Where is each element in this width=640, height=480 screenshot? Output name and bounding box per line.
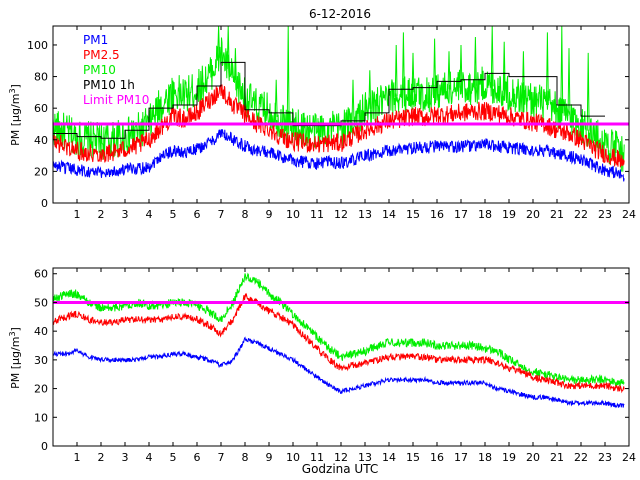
x-tick-label: 3 xyxy=(122,451,129,464)
x-tick-label: 7 xyxy=(218,451,225,464)
x-tick-label: 10 xyxy=(286,451,300,464)
pm10-spike xyxy=(521,51,525,98)
y-tick-label: 40 xyxy=(34,325,48,338)
bot-series-pm1 xyxy=(52,336,625,409)
y-tick-label: 60 xyxy=(34,102,48,115)
y-tick-label: 50 xyxy=(34,296,48,309)
y-tick-label: 100 xyxy=(27,39,48,52)
x-tick-label: 19 xyxy=(502,451,516,464)
x-tick-label: 10 xyxy=(286,208,300,221)
x-tick-label: 5 xyxy=(170,451,177,464)
pm10-spike xyxy=(545,32,549,106)
x-tick-label: 9 xyxy=(266,208,273,221)
pm10-spike xyxy=(567,48,571,117)
x-tick-label: 13 xyxy=(358,208,372,221)
bot-series-pm25 xyxy=(52,292,625,394)
pm10-spike xyxy=(274,79,278,118)
x-tick-label: 8 xyxy=(242,208,249,221)
x-tick-label: 9 xyxy=(266,451,273,464)
bottom-plot-frame xyxy=(52,267,630,447)
x-tick-label: 1 xyxy=(74,208,81,221)
top-series-pm10 xyxy=(52,37,625,172)
x-tick-label: 19 xyxy=(502,208,516,221)
x-tick-label: 15 xyxy=(406,451,420,464)
y-tick-label: 30 xyxy=(34,354,48,367)
x-tick-label: 16 xyxy=(430,451,444,464)
pm10-spike xyxy=(447,51,451,90)
pm10-spike xyxy=(368,70,372,109)
x-tick-label: 21 xyxy=(550,208,564,221)
x-tick-label: 4 xyxy=(146,451,153,464)
bottom-ylabel: PM [μg/m3] xyxy=(8,327,22,389)
top-series-pm1 xyxy=(52,129,625,182)
x-tick-label: 22 xyxy=(574,451,588,464)
top-chart: 1 2 3 4 5 6 7 8 9 10 11 12 13 14 15 16 17 18 19 20 21 22 23 24 … xyxy=(8,25,636,221)
legend-entry-pm10-1h: PM10 1h xyxy=(83,78,135,92)
legend-entry-pm10: PM10 xyxy=(83,63,116,77)
pm10-spike xyxy=(394,44,398,97)
x-tick-label: 11 xyxy=(310,451,324,464)
pm10-spike xyxy=(351,79,355,121)
y-tick-label: 0 xyxy=(41,440,48,453)
pm10-spike xyxy=(233,48,237,83)
x-tick-label: 13 xyxy=(358,451,372,464)
x-tick-label: 7 xyxy=(218,208,225,221)
legend-entry-limit-pm10: Limit PM10 xyxy=(83,93,149,107)
legend-entry-pm2-5: PM2.5 xyxy=(83,48,120,62)
pm10-spike xyxy=(433,38,437,92)
x-tick-label: 4 xyxy=(146,208,153,221)
x-tick-label: 23 xyxy=(598,208,612,221)
x-tick-label: 11 xyxy=(310,208,324,221)
bottom-xlabel: Godzina UTC xyxy=(302,462,378,476)
x-tick-label: 17 xyxy=(454,208,468,221)
x-tick-label: 17 xyxy=(454,451,468,464)
x-tick-label: 8 xyxy=(242,451,249,464)
y-tick-label: 60 xyxy=(34,268,48,281)
x-tick-label: 6 xyxy=(194,451,201,464)
pm10-1h-step-line xyxy=(53,61,605,139)
pm10-spike xyxy=(502,41,506,91)
x-tick-label: 18 xyxy=(478,451,492,464)
y-tick-label: 40 xyxy=(34,134,48,147)
pm10-spike xyxy=(411,52,415,93)
legend-entry-pm1: PM1 xyxy=(83,33,108,47)
x-tick-label: 24 xyxy=(622,208,636,221)
x-tick-label: 1 xyxy=(74,451,81,464)
x-tick-label: 5 xyxy=(170,208,177,221)
x-tick-label: 15 xyxy=(406,208,420,221)
x-tick-label: 2 xyxy=(98,208,105,221)
x-tick-label: 12 xyxy=(334,451,348,464)
pm10-spike xyxy=(286,25,290,125)
x-tick-label: 24 xyxy=(622,451,636,464)
x-tick-label: 2 xyxy=(98,451,105,464)
y-tick-label: 10 xyxy=(34,411,48,424)
chart-title: 6-12-2016 xyxy=(309,7,371,21)
pm10-spike xyxy=(401,32,405,95)
x-tick-label: 12 xyxy=(334,208,348,221)
top-series-pm25 xyxy=(52,84,625,168)
x-tick-label: 20 xyxy=(526,208,540,221)
pm10-spike xyxy=(459,44,463,88)
x-tick-label: 16 xyxy=(430,208,444,221)
top-ylabel: PM [μg/m3] xyxy=(8,84,22,146)
x-tick-label: 23 xyxy=(598,451,612,464)
x-tick-label: 20 xyxy=(526,451,540,464)
x-tick-label: 22 xyxy=(574,208,588,221)
x-tick-label: 14 xyxy=(382,208,396,221)
x-tick-label: 6 xyxy=(194,208,201,221)
pm10-spike xyxy=(586,52,590,131)
bot-series-pm10 xyxy=(52,272,625,387)
y-tick-label: 20 xyxy=(34,383,48,396)
y-tick-label: 80 xyxy=(34,71,48,84)
pm10-spike xyxy=(473,37,477,86)
x-tick-label: 21 xyxy=(550,451,564,464)
y-tick-label: 0 xyxy=(41,197,48,210)
x-tick-label: 18 xyxy=(478,208,492,221)
bottom-chart: 1 2 3 4 5 6 7 8 9 10 11 12 13 14 15 16 17 18 19 20 21 22 23 24 … xyxy=(8,267,636,476)
x-tick-label: 14 xyxy=(382,451,396,464)
y-tick-label: 20 xyxy=(34,165,48,178)
x-tick-label: 3 xyxy=(122,208,129,221)
